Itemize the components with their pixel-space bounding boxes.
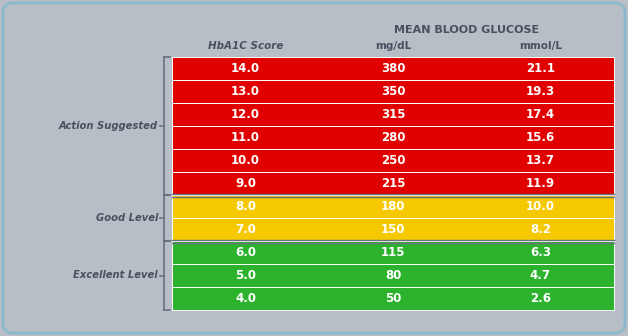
Text: 80: 80 bbox=[385, 269, 401, 282]
Text: 8.0: 8.0 bbox=[235, 200, 256, 213]
Text: 13.7: 13.7 bbox=[526, 154, 555, 167]
Text: 10.0: 10.0 bbox=[526, 200, 555, 213]
Bar bbox=[172, 103, 614, 126]
Text: 350: 350 bbox=[381, 85, 405, 98]
Text: 4.7: 4.7 bbox=[530, 269, 551, 282]
Bar bbox=[172, 264, 614, 287]
Bar bbox=[172, 149, 614, 172]
Bar bbox=[172, 218, 614, 241]
Text: 11.0: 11.0 bbox=[231, 131, 260, 144]
Text: 4.0: 4.0 bbox=[235, 292, 256, 305]
Text: mmol/L: mmol/L bbox=[519, 41, 562, 51]
Bar bbox=[172, 126, 614, 149]
Text: mg/dL: mg/dL bbox=[375, 41, 411, 51]
Text: 50: 50 bbox=[385, 292, 401, 305]
Text: 17.4: 17.4 bbox=[526, 108, 555, 121]
Text: 7.0: 7.0 bbox=[236, 223, 256, 236]
Text: 11.9: 11.9 bbox=[526, 177, 555, 190]
Bar bbox=[172, 287, 614, 310]
Text: 115: 115 bbox=[381, 246, 405, 259]
Text: 315: 315 bbox=[381, 108, 405, 121]
Bar bbox=[172, 195, 614, 218]
Text: HbA1C Score: HbA1C Score bbox=[208, 41, 283, 51]
Text: 6.3: 6.3 bbox=[530, 246, 551, 259]
Text: 15.6: 15.6 bbox=[526, 131, 555, 144]
Text: 8.2: 8.2 bbox=[530, 223, 551, 236]
Text: 10.0: 10.0 bbox=[231, 154, 260, 167]
Text: 6.0: 6.0 bbox=[235, 246, 256, 259]
Bar bbox=[172, 172, 614, 195]
Text: 14.0: 14.0 bbox=[231, 62, 260, 75]
Text: 150: 150 bbox=[381, 223, 405, 236]
Text: 21.1: 21.1 bbox=[526, 62, 555, 75]
Bar bbox=[172, 80, 614, 103]
Text: 280: 280 bbox=[381, 131, 405, 144]
Text: MEAN BLOOD GLUCOSE: MEAN BLOOD GLUCOSE bbox=[394, 25, 539, 35]
Text: 250: 250 bbox=[381, 154, 405, 167]
Text: 19.3: 19.3 bbox=[526, 85, 555, 98]
Text: 215: 215 bbox=[381, 177, 405, 190]
Bar bbox=[172, 57, 614, 310]
FancyBboxPatch shape bbox=[3, 3, 625, 333]
Text: 5.0: 5.0 bbox=[235, 269, 256, 282]
Text: 2.6: 2.6 bbox=[530, 292, 551, 305]
Text: 12.0: 12.0 bbox=[231, 108, 260, 121]
Bar bbox=[172, 57, 614, 80]
Text: Good Level: Good Level bbox=[95, 213, 158, 223]
Text: 9.0: 9.0 bbox=[235, 177, 256, 190]
Text: 13.0: 13.0 bbox=[231, 85, 260, 98]
Text: Excellent Level: Excellent Level bbox=[73, 270, 158, 281]
Text: 380: 380 bbox=[381, 62, 405, 75]
Text: Action Suggested: Action Suggested bbox=[59, 121, 158, 131]
Bar bbox=[172, 241, 614, 264]
Text: 180: 180 bbox=[381, 200, 405, 213]
